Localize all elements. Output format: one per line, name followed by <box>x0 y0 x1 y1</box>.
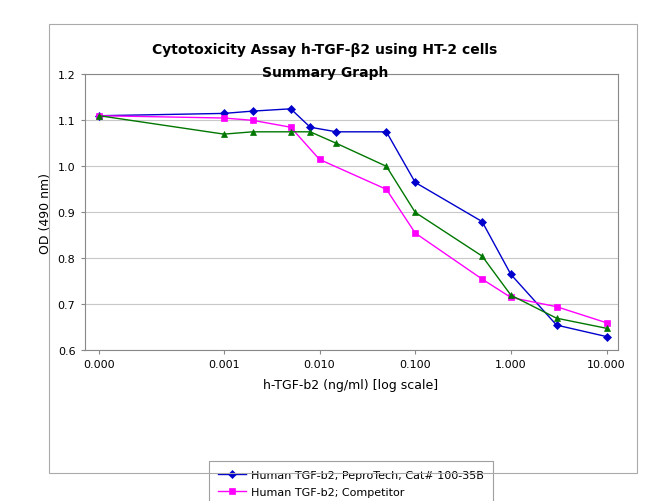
Human TGF-b2; Competitor <box>96 113 103 119</box>
Human TGF-b2; PeproTech; Cat# 100-35B <box>220 111 228 117</box>
Human TGF-b2; PeproTech; Cat# 100-35 <box>507 293 515 299</box>
Human TGF-b2; PeproTech; Cat# 100-35B <box>382 130 390 136</box>
Human TGF-b2; PeproTech; Cat# 100-35B <box>287 107 294 113</box>
Human TGF-b2; PeproTech; Cat# 100-35 <box>332 141 340 147</box>
Human TGF-b2; PeproTech; Cat# 100-35 <box>306 130 314 136</box>
Human TGF-b2; PeproTech; Cat# 100-35B <box>552 323 560 329</box>
Human TGF-b2; PeproTech; Cat# 100-35B <box>306 125 314 131</box>
Line: Human TGF-b2; Competitor: Human TGF-b2; Competitor <box>97 114 609 326</box>
Human TGF-b2; Competitor <box>287 125 294 131</box>
Y-axis label: OD (490 nm): OD (490 nm) <box>39 172 52 254</box>
Human TGF-b2; Competitor <box>478 277 486 283</box>
Human TGF-b2; PeproTech; Cat# 100-35 <box>411 210 419 216</box>
Human TGF-b2; PeproTech; Cat# 100-35 <box>603 326 610 332</box>
Human TGF-b2; PeproTech; Cat# 100-35 <box>382 164 390 170</box>
Human TGF-b2; PeproTech; Cat# 100-35 <box>220 132 228 138</box>
Human TGF-b2; Competitor <box>220 116 228 122</box>
Human TGF-b2; PeproTech; Cat# 100-35B <box>507 272 515 278</box>
Human TGF-b2; PeproTech; Cat# 100-35B <box>603 334 610 340</box>
Human TGF-b2; Competitor <box>382 187 390 193</box>
Line: Human TGF-b2; PeproTech; Cat# 100-35: Human TGF-b2; PeproTech; Cat# 100-35 <box>97 114 609 332</box>
Human TGF-b2; PeproTech; Cat# 100-35 <box>287 130 294 136</box>
Human TGF-b2; Competitor <box>507 295 515 301</box>
Human TGF-b2; PeproTech; Cat# 100-35B <box>249 109 257 115</box>
Human TGF-b2; Competitor <box>603 320 610 326</box>
Line: Human TGF-b2; PeproTech; Cat# 100-35B: Human TGF-b2; PeproTech; Cat# 100-35B <box>97 107 609 340</box>
Human TGF-b2; Competitor <box>316 157 324 163</box>
Human TGF-b2; PeproTech; Cat# 100-35 <box>478 254 486 260</box>
Human TGF-b2; PeproTech; Cat# 100-35B <box>332 130 340 136</box>
Human TGF-b2; PeproTech; Cat# 100-35B <box>478 219 486 225</box>
Text: Cytotoxicity Assay h-TGF-β2 using HT-2 cells: Cytotoxicity Assay h-TGF-β2 using HT-2 c… <box>152 43 498 57</box>
Human TGF-b2; PeproTech; Cat# 100-35 <box>249 130 257 136</box>
Legend: Human TGF-b2; PeproTech; Cat# 100-35B, Human TGF-b2; Competitor, Human TGF-b2; P: Human TGF-b2; PeproTech; Cat# 100-35B, H… <box>209 461 493 501</box>
Human TGF-b2; PeproTech; Cat# 100-35B <box>411 180 419 186</box>
Human TGF-b2; Competitor <box>249 118 257 124</box>
Human TGF-b2; PeproTech; Cat# 100-35 <box>96 113 103 119</box>
Human TGF-b2; PeproTech; Cat# 100-35B <box>96 113 103 119</box>
Human TGF-b2; Competitor <box>552 304 560 310</box>
X-axis label: h-TGF-b2 (ng/ml) [log scale]: h-TGF-b2 (ng/ml) [log scale] <box>263 378 439 391</box>
Human TGF-b2; Competitor <box>411 230 419 236</box>
Human TGF-b2; PeproTech; Cat# 100-35 <box>552 316 560 322</box>
Text: Summary Graph: Summary Graph <box>262 66 388 80</box>
